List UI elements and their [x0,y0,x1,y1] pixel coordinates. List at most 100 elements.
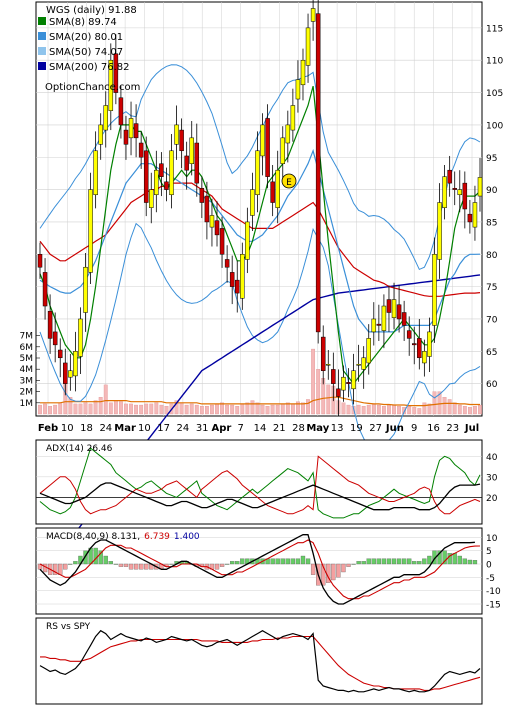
macd-histogram-bar [396,558,402,565]
volume-bar [432,391,437,415]
macd-histogram-bar [427,555,432,565]
price-tick-label: 95 [486,154,497,164]
candle-body [320,336,326,371]
date-tick-label: 10 [138,423,151,434]
candle-body [138,142,144,158]
candle-body [417,338,422,359]
volume-tick-label: 5M [20,354,34,364]
volume-bar [250,400,255,415]
candle-body [406,330,412,339]
macd-histogram-bar [310,563,316,575]
volume-bar [280,403,285,415]
candle-body [143,150,149,203]
candle-body [118,97,124,126]
macd-histogram-bar [412,561,417,565]
volume-bar [356,404,361,415]
candle-body [336,388,341,397]
volume-bar [270,404,275,415]
macd-histogram-bar [235,561,240,565]
volume-bar [88,403,93,415]
date-tick-label: 24 [99,423,112,434]
volume-bar [174,400,179,415]
volume-bar [275,404,280,415]
candle-body [78,318,83,357]
date-tick-label: 7 [238,423,244,434]
volume-bar [407,406,412,415]
volume-bar [58,402,63,415]
macd-histogram-bar [386,558,392,565]
candle-body [63,362,68,384]
candle-body [209,215,215,228]
macd-signal-line [39,539,481,600]
volume-bar [68,397,73,415]
volume-bar [346,404,351,415]
adx-panel-frame [35,439,483,525]
date-tick-label: Jun [385,423,404,434]
legend: SMA(8) 89.74 SMA(20) 80.01 SMA(50) 74.07 SM… [38,17,130,73]
volume-bar [417,408,422,415]
adx-lines: 20 30 40 [36,447,498,519]
price-tick-label: 115 [486,24,503,34]
macd-histogram-bar [295,558,301,565]
macd-histogram-bar [275,558,280,565]
price-tick-label: 70 [486,315,498,325]
macd-histogram-bar [73,561,78,565]
volume-bar [119,401,123,415]
macd-histogram-bar [285,558,290,565]
macd-histogram-bar [361,561,366,565]
price-tick-label: 105 [486,89,503,99]
volume-bar [478,404,482,415]
macd-histogram-bar [108,561,113,565]
macd-histogram-bar [214,563,220,570]
volume-tick-label: 6M [20,343,34,353]
macd-line [39,534,475,605]
volume-bar [98,397,103,415]
date-tick-label: 24 [177,423,190,434]
volume-tick-label: 7M [20,332,34,342]
candle-body [300,59,306,86]
candle-body [189,137,194,164]
macd-histogram-bar [442,550,447,565]
macd-histogram-bar [53,563,58,575]
macd-histogram-bar [346,563,351,567]
macd-histogram-bar [230,561,235,565]
volume-bar [376,404,381,415]
volume-bar [149,403,154,415]
volume-bar [93,400,98,415]
macd-histogram-bar [240,558,245,565]
date-tick-label: 16 [427,423,440,434]
macd-histogram-bar [391,558,397,565]
date-tick-label: Mar [114,423,136,434]
volume-average-line [40,396,480,407]
date-tick-label: 27 [369,423,382,434]
candle-body [412,343,417,346]
price-tick-label: 75 [486,283,497,293]
macd-histogram-bar [93,547,98,565]
candle-body [164,181,169,190]
volume-bar [326,384,331,415]
candle-body [199,188,205,203]
candle-body [154,169,159,196]
volume-bar [260,404,265,415]
candle-body [47,310,53,339]
candle-body [93,150,98,196]
macd-histogram-bar [169,563,174,565]
candle-body [422,351,427,364]
candle-body [351,370,356,390]
volume-bar [427,403,432,415]
macd-histogram-bar [401,558,407,565]
volume-bar [199,406,204,415]
macd-histogram-bar [462,558,467,565]
price-tick-label: 90 [486,186,498,196]
date-tick-label: 19 [350,423,363,434]
date-tick-label: 23 [446,423,459,434]
watermark: OptionChance.com [45,82,140,93]
legend-entry: SMA(20) 80.01 [49,32,123,43]
candle-body [240,254,245,299]
panel-tick-label: 10 [486,534,498,544]
volume-bar [382,406,386,415]
volume-bar [412,407,417,415]
volume-bar [245,402,250,415]
volume-bar [134,404,138,415]
candle-body [366,338,371,364]
